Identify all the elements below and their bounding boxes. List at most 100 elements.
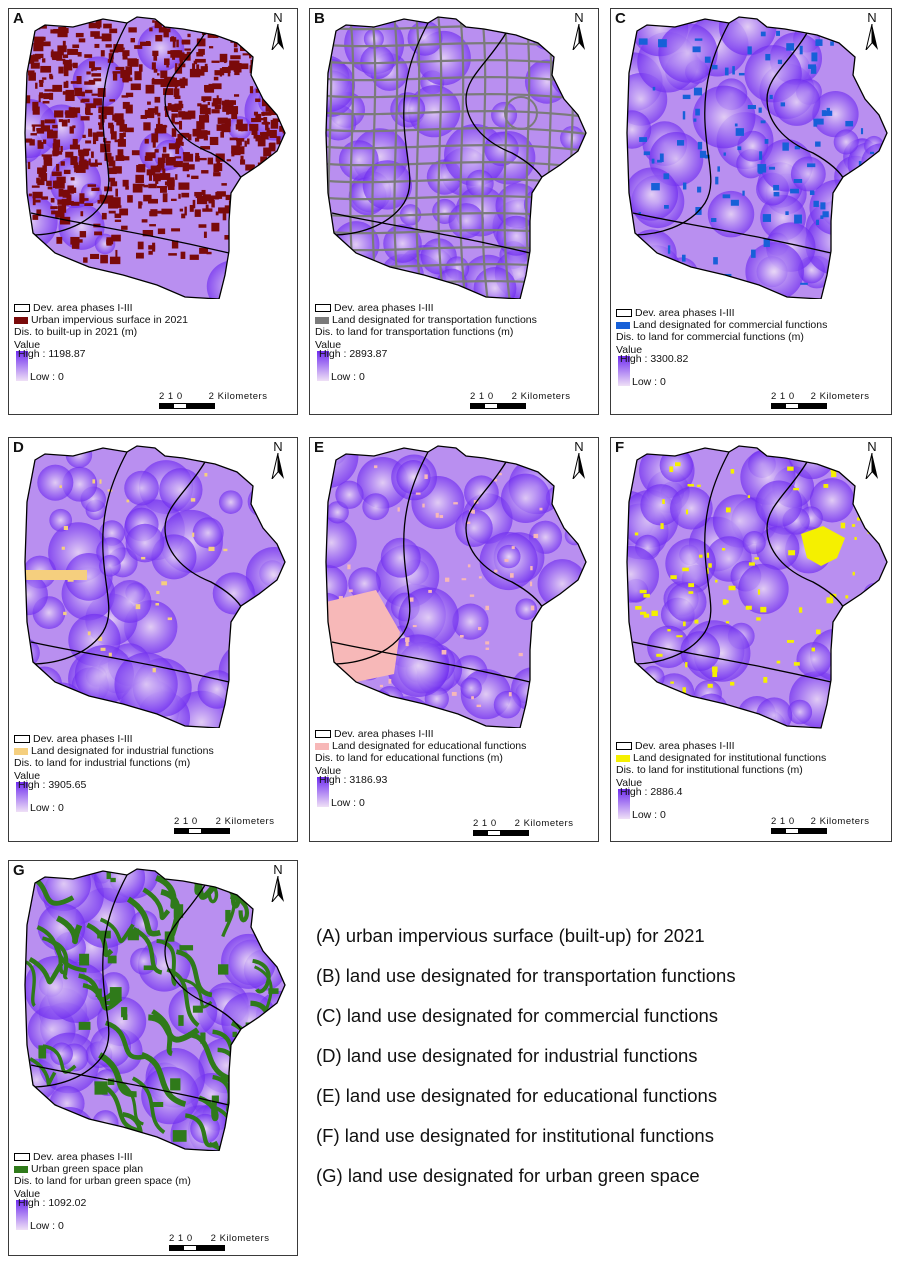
layer-label: Urban green space plan <box>31 1163 144 1175</box>
distance-label: Dis. to land for transportation function… <box>315 326 514 338</box>
ramp-low-label: Low : 0 <box>331 797 365 809</box>
ramp-low-label: Low : 0 <box>30 371 64 383</box>
boundary-swatch <box>14 304 30 312</box>
scale-bar: 2 1 0 2 Kilometers <box>159 391 267 409</box>
distance-label: Dis. to built-up in 2021 (m) <box>14 326 138 338</box>
panel-label: C <box>615 10 626 27</box>
scale-ticks: 2 1 0 <box>771 816 795 827</box>
north-arrow-icon: N <box>267 863 289 907</box>
layer-label: Land designated for commercial functions <box>633 319 828 331</box>
panel-label: G <box>13 862 25 879</box>
scale-bar: 2 1 0 2 Kilometers <box>470 391 570 409</box>
value-title: Value <box>14 339 41 351</box>
layer-swatch <box>14 316 28 324</box>
caption-g: (G) land use designated for urban green … <box>316 1165 700 1186</box>
boundary-label: Dev. area phases I-III <box>635 307 735 319</box>
distance-label: Dis. to land for urban green space (m) <box>14 1175 191 1187</box>
ramp-high-label: High : 3905.65 <box>18 779 87 791</box>
map-legend: Dev. area phases I-III Urban green space… <box>14 1151 191 1232</box>
value-title: Value <box>315 765 342 777</box>
boundary-label: Dev. area phases I-III <box>33 733 133 745</box>
map-canvas <box>24 16 286 299</box>
north-label: N <box>273 10 283 25</box>
boundary-swatch <box>315 730 331 738</box>
map-panel-d: D N Dev. area phases I-III Land designat… <box>8 437 298 842</box>
layer-swatch <box>616 754 630 762</box>
boundary-label: Dev. area phases I-III <box>334 302 434 314</box>
ramp-low-label: Low : 0 <box>632 376 666 388</box>
distance-label: Dis. to land for educational functions (… <box>315 752 503 764</box>
map-canvas <box>24 445 286 728</box>
scale-unit: 2 Kilometers <box>208 391 268 402</box>
north-arrow-icon: N <box>568 11 590 55</box>
map-legend: Dev. area phases I-III Urban impervious … <box>14 302 188 383</box>
layer-label: Land designated for institutional functi… <box>633 752 827 764</box>
layer-label: Land designated for educational function… <box>332 740 527 752</box>
map-panel-c: C N Dev. area phases I-III Land designat… <box>610 8 892 415</box>
color-ramp: High : 3300.82 Low : 0 <box>616 353 827 388</box>
boundary-label: Dev. area phases I-III <box>334 728 434 740</box>
map-canvas <box>325 16 587 299</box>
distance-label: Dis. to land for institutional functions… <box>616 764 803 776</box>
color-ramp: High : 2886.4 Low : 0 <box>616 786 826 821</box>
boundary-swatch <box>14 735 30 743</box>
north-label: N <box>273 862 283 877</box>
ramp-high-label: High : 2886.4 <box>620 786 683 798</box>
layer-label: Urban impervious surface in 2021 <box>31 314 188 326</box>
ramp-high-label: High : 2893.87 <box>319 348 388 360</box>
map-legend: Dev. area phases I-III Land designated f… <box>315 302 537 383</box>
scale-ticks: 2 1 0 <box>159 391 183 402</box>
north-arrow-icon: N <box>568 440 590 484</box>
distance-label: Dis. to land for commercial functions (m… <box>616 331 804 343</box>
boundary-swatch <box>616 309 632 317</box>
color-ramp: High : 3905.65 Low : 0 <box>14 779 214 814</box>
scale-bar: 2 1 0 2 Kilometers <box>771 391 869 409</box>
north-label: N <box>867 10 877 25</box>
ramp-high-label: High : 1092.02 <box>18 1197 87 1209</box>
distance-label: Dis. to land for industrial functions (m… <box>14 757 191 769</box>
caption-b: (B) land use designated for transportati… <box>316 965 736 986</box>
layer-swatch <box>14 747 28 755</box>
ramp-low-label: Low : 0 <box>30 1220 64 1232</box>
ramp-high-label: High : 3300.82 <box>620 353 689 365</box>
figure-captions: (A) urban impervious surface (built-up) … <box>316 924 736 1204</box>
north-label: N <box>574 10 584 25</box>
scale-bar: 2 1 0 2 Kilometers <box>169 1233 269 1251</box>
caption-a: (A) urban impervious surface (built-up) … <box>316 925 705 946</box>
scale-ticks: 2 1 0 <box>473 818 497 829</box>
scale-bar: 2 1 0 2 Kilometers <box>771 816 869 834</box>
scale-ticks: 2 1 0 <box>771 391 795 402</box>
color-ramp: High : 1092.02 Low : 0 <box>14 1197 191 1232</box>
north-label: N <box>273 439 283 454</box>
color-ramp: High : 1198.87 Low : 0 <box>14 348 188 383</box>
panel-label: B <box>314 10 325 27</box>
layer-label: Land designated for transportation funct… <box>332 314 537 326</box>
layer-swatch <box>315 316 329 324</box>
layer-swatch <box>315 742 329 750</box>
map-legend: Dev. area phases I-III Land designated f… <box>14 733 214 814</box>
caption-f: (F) land use designated for institutiona… <box>316 1125 714 1146</box>
map-panel-f: F N Dev. area phases I-III Land designat… <box>610 437 892 842</box>
caption-d: (D) land use designated for industrial f… <box>316 1045 698 1066</box>
map-canvas <box>24 868 286 1151</box>
caption-c: (C) land use designated for commercial f… <box>316 1005 719 1026</box>
boundary-label: Dev. area phases I-III <box>33 1151 133 1163</box>
panel-label: F <box>615 439 625 456</box>
map-panel-e: E N Dev. area phases I-III Land designat… <box>309 437 599 842</box>
layer-swatch <box>14 1165 28 1173</box>
scale-ticks: 2 1 0 <box>470 391 494 402</box>
boundary-swatch <box>14 1153 30 1161</box>
map-canvas <box>626 16 888 299</box>
layer-label: Land designated for industrial functions <box>31 745 214 757</box>
scale-unit: 2 Kilometers <box>810 391 870 402</box>
scale-unit: 2 Kilometers <box>210 1233 270 1244</box>
panel-label: D <box>13 439 24 456</box>
boundary-label: Dev. area phases I-III <box>635 740 735 752</box>
map-legend: Dev. area phases I-III Land designated f… <box>315 728 526 809</box>
scale-unit: 2 Kilometers <box>511 391 571 402</box>
map-legend: Dev. area phases I-III Land designated f… <box>616 740 826 821</box>
ramp-low-label: Low : 0 <box>632 809 666 821</box>
color-ramp: High : 3186.93 Low : 0 <box>315 774 526 809</box>
scale-unit: 2 Kilometers <box>215 816 275 827</box>
layer-swatch <box>616 321 630 329</box>
